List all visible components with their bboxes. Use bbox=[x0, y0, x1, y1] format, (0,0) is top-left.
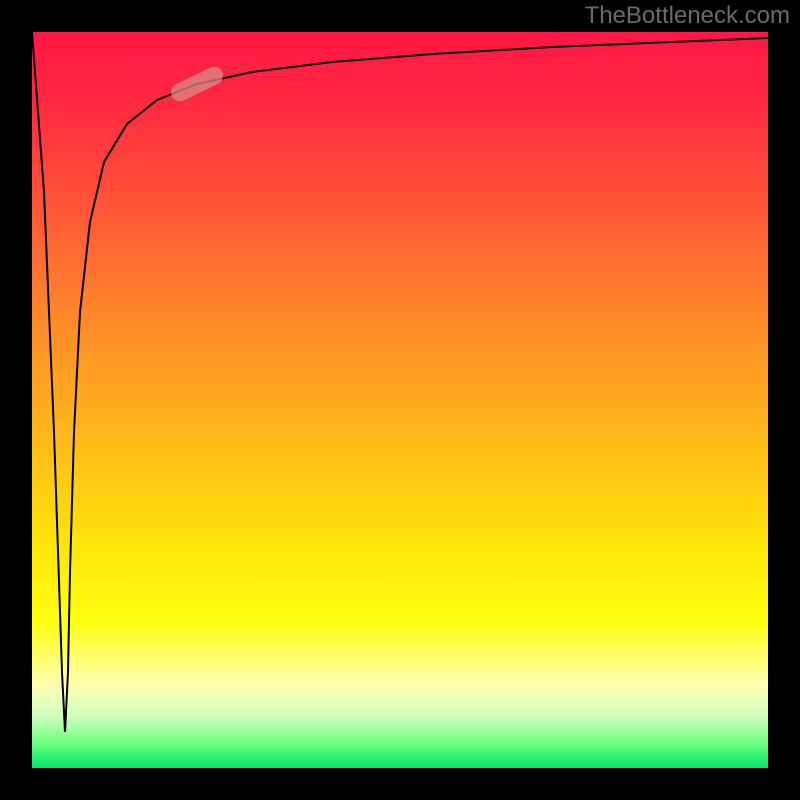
gradient-plot-area bbox=[32, 32, 768, 768]
watermark-text: TheBottleneck.com bbox=[585, 2, 790, 30]
gradient-background bbox=[32, 32, 768, 768]
chart-canvas: TheBottleneck.com bbox=[0, 0, 800, 800]
